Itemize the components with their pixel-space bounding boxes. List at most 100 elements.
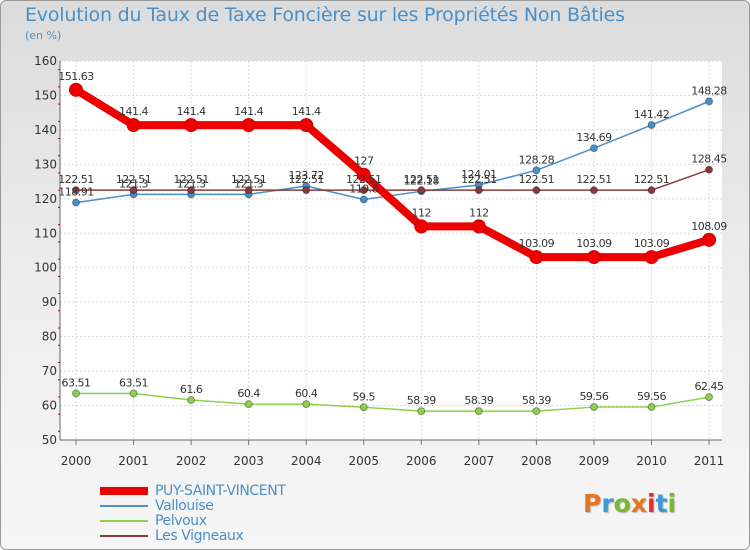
x-tick-label: 2008 (521, 454, 552, 468)
x-tick-label: 2007 (464, 454, 495, 468)
data-point-pelvoux (647, 403, 656, 412)
x-tick-label: 2009 (579, 454, 610, 468)
data-label-vallouise: 119.8 (349, 183, 378, 196)
data-point-puy-saint-vincent (299, 118, 314, 133)
y-tick-label: 160 (34, 54, 57, 68)
data-point-les-vigneaux (72, 186, 80, 195)
data-label-vallouise: 118.91 (58, 186, 94, 199)
legend-swatch (100, 487, 148, 495)
y-tick-label: 150 (34, 88, 57, 102)
data-point-pelvoux (129, 389, 138, 398)
logo-letter: P (583, 489, 602, 518)
x-tick-label: 2011 (694, 454, 725, 468)
data-point-puy-saint-vincent (69, 82, 83, 97)
plot-area (60, 61, 722, 440)
data-label-les-vigneaux: 122.51 (173, 173, 209, 186)
data-point-vallouise (359, 195, 368, 204)
data-label-puy-saint-vincent: 141.4 (234, 105, 263, 118)
data-label-pelvoux: 58.39 (522, 394, 551, 407)
legend-swatch (100, 505, 148, 507)
data-point-puy-saint-vincent (471, 219, 486, 234)
data-label-vallouise: 124.01 (461, 168, 497, 181)
data-point-pelvoux (474, 407, 483, 416)
data-point-pelvoux (72, 389, 80, 398)
data-point-les-vigneaux (705, 165, 714, 174)
data-label-les-vigneaux: 122.51 (58, 173, 94, 186)
data-label-puy-saint-vincent: 112 (412, 206, 432, 219)
data-point-puy-saint-vincent (702, 232, 717, 247)
data-label-les-vigneaux: 128.45 (691, 153, 727, 166)
data-label-vallouise: 121.3 (119, 177, 148, 190)
data-label-puy-saint-vincent: 103.09 (634, 237, 670, 250)
legend-label: Pelvoux (155, 513, 207, 529)
data-label-pelvoux: 59.56 (637, 390, 666, 403)
data-label-puy-saint-vincent: 151.63 (58, 70, 94, 83)
data-point-pelvoux (705, 393, 714, 402)
data-point-les-vigneaux (474, 186, 483, 195)
y-tick-label: 140 (34, 123, 57, 137)
data-label-les-vigneaux: 122.51 (116, 173, 152, 186)
data-point-vallouise (705, 97, 714, 106)
data-label-vallouise: 134.69 (576, 131, 612, 144)
y-tick-label: 50 (42, 433, 57, 447)
data-point-vallouise (532, 166, 541, 175)
data-label-vallouise: 148.28 (691, 84, 727, 97)
x-tick-label: 2001 (118, 454, 149, 468)
data-label-pelvoux: 59.56 (579, 390, 608, 403)
data-point-puy-saint-vincent (356, 167, 371, 182)
proxiti-logo: Proxiti (583, 489, 676, 518)
y-tick-label: 90 (42, 295, 57, 309)
data-point-puy-saint-vincent (414, 219, 429, 234)
data-point-puy-saint-vincent (644, 250, 659, 265)
data-label-pelvoux: 62.45 (695, 380, 724, 393)
legend-item: Vallouise (100, 498, 360, 514)
x-tick-label: 2003 (233, 454, 264, 468)
data-label-vallouise: 128.28 (519, 153, 555, 166)
data-label-vallouise: 121.3 (177, 177, 206, 190)
series-line-puy-saint-vincent (72, 85, 714, 262)
data-label-vallouise: 123.72 (288, 169, 324, 182)
data-point-les-vigneaux (589, 186, 598, 195)
data-point-les-vigneaux (129, 186, 138, 195)
y-tick-label: 80 (42, 330, 57, 344)
data-point-les-vigneaux (532, 186, 541, 195)
data-point-pelvoux (532, 407, 541, 416)
data-label-puy-saint-vincent: 112 (469, 206, 489, 219)
data-point-puy-saint-vincent (184, 118, 199, 133)
legend-label: PUY-SAINT-VINCENT (155, 483, 286, 499)
data-point-vallouise (589, 144, 598, 153)
chart-legend: PUY-SAINT-VINCENT Vallouise Pelvoux Les Vig… (100, 483, 360, 544)
x-tick-label: 2004 (291, 454, 322, 468)
data-point-les-vigneaux (187, 186, 196, 195)
x-tick-label: 2006 (406, 454, 437, 468)
data-point-pelvoux (244, 400, 253, 409)
legend-item: PUY-SAINT-VINCENT (100, 483, 360, 499)
data-point-pelvoux (417, 407, 426, 416)
data-label-vallouise: 122.18 (404, 174, 440, 187)
data-label-puy-saint-vincent: 141.4 (177, 105, 206, 118)
data-label-pelvoux: 61.6 (180, 383, 203, 396)
data-point-les-vigneaux (417, 186, 426, 195)
legend-item: Les Vigneaux (100, 528, 360, 544)
logo-letter: o (613, 489, 631, 518)
data-point-pelvoux (302, 400, 311, 409)
data-label-pelvoux: 63.51 (62, 376, 91, 389)
series-line-les-vigneaux (75, 168, 710, 191)
logo-letter: i (667, 489, 677, 518)
data-label-vallouise: 141.42 (634, 108, 670, 121)
data-point-vallouise (647, 121, 656, 130)
data-point-pelvoux (589, 403, 598, 412)
data-point-les-vigneaux (359, 186, 368, 195)
data-label-les-vigneaux: 122.51 (519, 173, 555, 186)
data-label-les-vigneaux: 122.51 (461, 173, 497, 186)
data-point-puy-saint-vincent (586, 250, 601, 265)
data-label-les-vigneaux: 122.51 (288, 173, 324, 186)
data-label-les-vigneaux: 122.51 (634, 173, 670, 186)
y-tick-label: 120 (34, 192, 57, 206)
logo-letter: r (601, 489, 614, 518)
data-label-pelvoux: 63.51 (119, 376, 148, 389)
data-point-les-vigneaux (244, 186, 253, 195)
data-label-pelvoux: 60.4 (295, 387, 318, 400)
legend-swatch (100, 535, 148, 537)
